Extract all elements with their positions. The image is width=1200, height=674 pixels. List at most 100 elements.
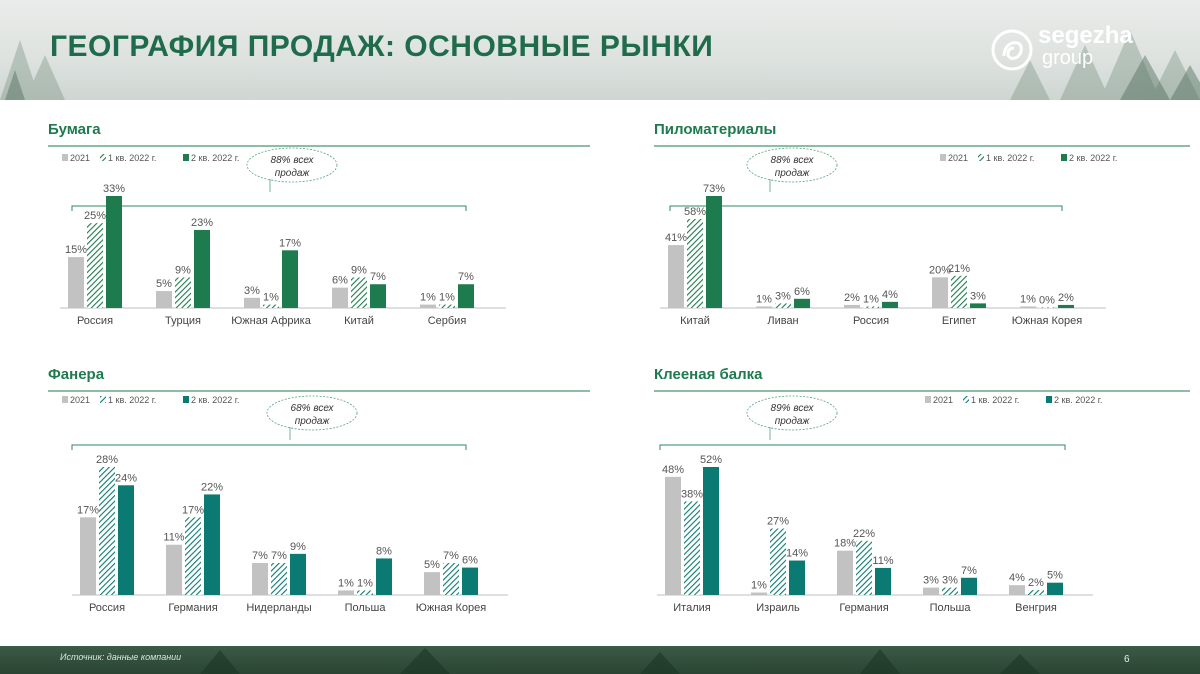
bar-q1-2022 xyxy=(775,303,791,308)
category-label: Южная Африка xyxy=(231,315,312,327)
callout-text-line2: продаж xyxy=(275,168,311,179)
data-label: 27% xyxy=(767,516,789,528)
bar-2021 xyxy=(338,590,354,595)
category-label: Польша xyxy=(345,602,387,614)
bar-2021 xyxy=(932,277,948,308)
bar-q2-2022 xyxy=(794,298,810,308)
data-label: 1% xyxy=(338,577,354,589)
logo-mark-icon xyxy=(991,29,1033,71)
bar-q2-2022 xyxy=(282,250,298,308)
bar-2021 xyxy=(80,517,96,595)
bar-q1-2022 xyxy=(770,528,786,595)
category-label: Германия xyxy=(839,602,888,614)
chart-title: Бумага xyxy=(48,121,101,138)
bar-q1-2022 xyxy=(951,275,967,308)
bar-q2-2022 xyxy=(458,284,474,308)
header-banner: ГЕОГРАФИЯ ПРОДАЖ: ОСНОВНЫЕ РЫНКИ segezha… xyxy=(0,0,1200,100)
bracket-line xyxy=(71,205,467,211)
data-label: 14% xyxy=(786,548,808,560)
bar-q2-2022 xyxy=(106,196,122,308)
bar-q2-2022 xyxy=(882,301,898,308)
data-label: 15% xyxy=(65,244,87,256)
lumber-chart: Пиломатериалы 2021 1 кв. 2022 г. 2 кв. 2022… xyxy=(654,121,1190,327)
data-label: 11% xyxy=(163,532,184,544)
category-label: Южная Корея xyxy=(1012,315,1082,327)
legend-label: 1 кв. 2022 г. xyxy=(971,395,1019,405)
category-label: Россия xyxy=(89,602,125,614)
data-label: 0% xyxy=(1039,294,1055,306)
data-label: 2% xyxy=(1058,292,1074,304)
chart-title: Клееная балка xyxy=(654,366,763,383)
category-label: Польша xyxy=(930,602,972,614)
data-label: 28% xyxy=(96,454,118,466)
page-number: 6 xyxy=(1124,654,1130,665)
bar-q1-2022 xyxy=(99,467,115,595)
paper-chart: Бумага 2021 1 кв. 2022 г. 2 кв. 2022 г. 88% … xyxy=(48,121,590,327)
chart-title: Фанера xyxy=(48,366,105,383)
data-label: 7% xyxy=(458,271,474,283)
bar-2021 xyxy=(665,476,681,595)
data-label: 7% xyxy=(252,550,268,562)
data-label: 22% xyxy=(201,481,223,493)
callout-bubble xyxy=(246,147,338,183)
bar-q1-2022 xyxy=(443,563,459,595)
data-label: 48% xyxy=(662,464,684,476)
legend-label: 2021 xyxy=(70,395,90,405)
bar-q1-2022 xyxy=(357,590,373,595)
data-label: 23% xyxy=(191,217,213,229)
bar-q2-2022 xyxy=(970,303,986,308)
bar-q1-2022 xyxy=(1039,307,1055,308)
callout-text-line2: продаж xyxy=(775,416,811,427)
bar-q2-2022 xyxy=(703,467,719,595)
data-label: 7% xyxy=(443,550,459,562)
legend-label: 1 кв. 2022 г. xyxy=(986,153,1034,163)
data-label: 4% xyxy=(882,289,898,301)
data-label: 6% xyxy=(794,286,810,298)
data-label: 18% xyxy=(834,538,856,550)
data-label: 5% xyxy=(1047,570,1063,582)
data-label: 11% xyxy=(872,555,893,567)
bar-2021 xyxy=(420,304,436,308)
bar-q1-2022 xyxy=(942,587,958,595)
data-label: 25% xyxy=(84,210,106,222)
data-label: 1% xyxy=(357,577,373,589)
data-label: 17% xyxy=(182,504,204,516)
bar-2021 xyxy=(923,587,939,595)
data-label: 3% xyxy=(942,575,958,587)
bar-q1-2022 xyxy=(175,277,191,308)
data-label: 1% xyxy=(1020,293,1036,305)
bar-q2-2022 xyxy=(1058,304,1074,308)
bar-2021 xyxy=(1009,585,1025,595)
bar-q1-2022 xyxy=(687,219,703,308)
legend-label: 2021 xyxy=(948,153,968,163)
data-label: 3% xyxy=(923,575,939,587)
bar-q2-2022 xyxy=(376,558,392,595)
forest-footer-background xyxy=(200,648,1040,674)
callout-text-line1: 68% всех xyxy=(291,403,335,414)
legend-label: 1 кв. 2022 г. xyxy=(108,153,156,163)
category-label: Сербия xyxy=(428,315,467,327)
data-label: 8% xyxy=(376,545,392,557)
legend-label: 2 кв. 2022 г. xyxy=(191,395,239,405)
bar-q1-2022 xyxy=(856,540,872,595)
bar-2021 xyxy=(332,287,348,308)
data-label: 22% xyxy=(853,528,875,540)
category-label: Турция xyxy=(165,315,201,327)
data-label: 9% xyxy=(290,541,306,553)
category-label: Китай xyxy=(344,315,374,327)
legend-swatch xyxy=(100,396,106,403)
bar-q2-2022 xyxy=(370,284,386,308)
category-label: Египет xyxy=(942,315,976,327)
glulam-chart: Клееная балка 2021 1 кв. 2022 г. 2 кв. 2022… xyxy=(654,366,1190,614)
footer: Источник: данные компании 6 xyxy=(0,646,1200,674)
data-label: 2% xyxy=(844,292,860,304)
data-label: 9% xyxy=(351,264,367,276)
bar-q1-2022 xyxy=(863,306,879,308)
forest-background xyxy=(0,30,1200,100)
category-label: Ливан xyxy=(767,315,798,327)
legend-label: 1 кв. 2022 г. xyxy=(108,395,156,405)
callout-text-line2: продаж xyxy=(775,168,811,179)
plywood-chart: Фанера 2021 1 кв. 2022 г. 2 кв. 2022 г. 68% … xyxy=(48,366,590,614)
data-label: 9% xyxy=(175,264,191,276)
bar-q1-2022 xyxy=(263,304,279,308)
